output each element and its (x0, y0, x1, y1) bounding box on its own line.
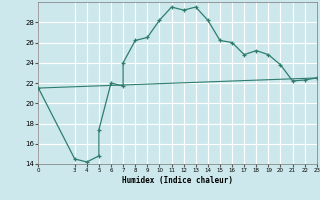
X-axis label: Humidex (Indice chaleur): Humidex (Indice chaleur) (122, 176, 233, 185)
